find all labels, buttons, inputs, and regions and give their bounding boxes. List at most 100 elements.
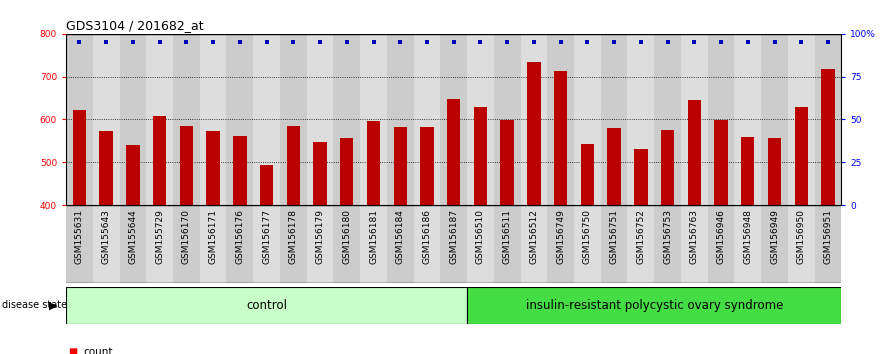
- Text: GSM156180: GSM156180: [343, 209, 352, 264]
- Text: GSM156511: GSM156511: [503, 209, 512, 264]
- Bar: [73, 110, 86, 205]
- Bar: [93, 34, 120, 205]
- Bar: [714, 120, 728, 205]
- Text: GSM156170: GSM156170: [181, 209, 191, 264]
- Bar: [200, 205, 226, 283]
- Bar: [788, 205, 815, 283]
- Bar: [574, 34, 601, 205]
- Text: ▶: ▶: [48, 300, 57, 310]
- Text: GSM155631: GSM155631: [75, 209, 84, 264]
- Bar: [688, 100, 701, 205]
- Bar: [788, 34, 815, 205]
- Text: GSM156753: GSM156753: [663, 209, 672, 264]
- Bar: [280, 34, 307, 205]
- Bar: [173, 205, 200, 283]
- Bar: [120, 34, 146, 205]
- Text: GSM156181: GSM156181: [369, 209, 378, 264]
- Bar: [735, 34, 761, 205]
- Text: GSM156510: GSM156510: [476, 209, 485, 264]
- Bar: [735, 205, 761, 283]
- Text: GSM156187: GSM156187: [449, 209, 458, 264]
- Bar: [467, 34, 494, 205]
- Bar: [627, 205, 655, 283]
- Bar: [707, 34, 735, 205]
- Bar: [307, 34, 333, 205]
- Bar: [547, 205, 574, 283]
- Bar: [494, 205, 521, 283]
- Bar: [821, 69, 834, 205]
- Bar: [126, 145, 139, 205]
- Bar: [93, 205, 120, 283]
- Bar: [153, 116, 167, 205]
- Bar: [500, 120, 514, 205]
- Bar: [333, 34, 360, 205]
- Bar: [387, 34, 413, 205]
- Bar: [226, 34, 253, 205]
- Bar: [387, 205, 413, 283]
- Text: GSM156946: GSM156946: [716, 209, 726, 264]
- Bar: [206, 131, 219, 205]
- Text: GSM156176: GSM156176: [235, 209, 244, 264]
- Bar: [574, 205, 601, 283]
- Bar: [146, 205, 173, 283]
- Bar: [286, 126, 300, 205]
- Text: GSM156178: GSM156178: [289, 209, 298, 264]
- Bar: [413, 205, 440, 283]
- Bar: [366, 121, 381, 205]
- Bar: [333, 205, 360, 283]
- Text: ■: ■: [68, 347, 77, 354]
- Bar: [66, 287, 467, 324]
- Bar: [66, 205, 93, 283]
- Bar: [601, 205, 627, 283]
- Bar: [527, 62, 541, 205]
- Bar: [200, 34, 226, 205]
- Bar: [413, 34, 440, 205]
- Text: GSM156752: GSM156752: [636, 209, 646, 264]
- Bar: [226, 205, 253, 283]
- Bar: [741, 137, 754, 205]
- Bar: [634, 149, 648, 205]
- Text: insulin-resistant polycystic ovary syndrome: insulin-resistant polycystic ovary syndr…: [526, 299, 783, 312]
- Text: GSM155643: GSM155643: [101, 209, 111, 264]
- Text: GSM155729: GSM155729: [155, 209, 164, 264]
- Bar: [655, 34, 681, 205]
- Bar: [233, 136, 247, 205]
- Bar: [340, 137, 353, 205]
- Text: GSM156750: GSM156750: [583, 209, 592, 264]
- Text: GSM155644: GSM155644: [129, 209, 137, 264]
- Bar: [761, 205, 788, 283]
- Text: GDS3104 / 201682_at: GDS3104 / 201682_at: [66, 19, 204, 33]
- Bar: [447, 99, 461, 205]
- Bar: [547, 34, 574, 205]
- Text: GSM156749: GSM156749: [556, 209, 565, 264]
- Bar: [601, 34, 627, 205]
- Bar: [467, 205, 494, 283]
- Text: GSM156177: GSM156177: [262, 209, 271, 264]
- Bar: [394, 127, 407, 205]
- Bar: [440, 205, 467, 283]
- Text: GSM156950: GSM156950: [796, 209, 806, 264]
- Bar: [655, 205, 681, 283]
- Bar: [581, 144, 594, 205]
- Bar: [815, 34, 841, 205]
- Bar: [253, 205, 280, 283]
- Bar: [440, 34, 467, 205]
- Bar: [768, 138, 781, 205]
- Text: GSM156186: GSM156186: [423, 209, 432, 264]
- Text: count: count: [84, 347, 113, 354]
- Bar: [627, 34, 655, 205]
- Bar: [120, 205, 146, 283]
- Bar: [307, 205, 333, 283]
- Text: GSM156512: GSM156512: [529, 209, 538, 264]
- Bar: [360, 205, 387, 283]
- Bar: [607, 128, 621, 205]
- Bar: [494, 34, 521, 205]
- Text: GSM156179: GSM156179: [315, 209, 324, 264]
- Bar: [467, 287, 841, 324]
- Bar: [521, 34, 547, 205]
- Bar: [146, 34, 173, 205]
- Bar: [554, 70, 567, 205]
- Text: control: control: [246, 299, 287, 312]
- Text: GSM156763: GSM156763: [690, 209, 699, 264]
- Text: disease state: disease state: [2, 300, 67, 310]
